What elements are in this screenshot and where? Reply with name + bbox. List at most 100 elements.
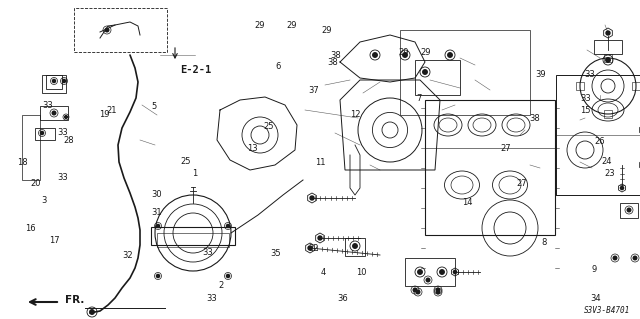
Text: 20: 20 xyxy=(30,179,40,188)
Text: 38: 38 xyxy=(328,58,338,67)
Circle shape xyxy=(227,225,230,227)
Bar xyxy=(400,30,530,115)
Bar xyxy=(405,258,455,286)
Circle shape xyxy=(40,131,44,135)
Text: 27: 27 xyxy=(500,144,511,153)
Text: 9: 9 xyxy=(591,265,596,274)
Text: 30: 30 xyxy=(152,190,162,199)
Text: 12: 12 xyxy=(350,110,360,119)
Bar xyxy=(151,227,235,245)
Circle shape xyxy=(227,274,230,278)
Bar xyxy=(604,54,612,62)
Text: 24: 24 xyxy=(602,157,612,166)
Text: 34: 34 xyxy=(590,294,600,303)
Circle shape xyxy=(413,288,417,292)
Bar xyxy=(46,75,62,89)
Text: 18: 18 xyxy=(17,158,28,167)
Bar xyxy=(22,115,40,180)
Text: 36: 36 xyxy=(337,294,348,303)
Text: 29: 29 xyxy=(321,26,332,35)
Text: 25: 25 xyxy=(180,157,191,166)
Text: 28: 28 xyxy=(63,136,74,145)
Circle shape xyxy=(633,256,637,260)
Circle shape xyxy=(418,270,422,274)
Circle shape xyxy=(65,116,67,118)
Circle shape xyxy=(436,290,440,294)
Bar xyxy=(604,110,612,118)
Text: 25: 25 xyxy=(264,122,274,130)
Circle shape xyxy=(63,79,65,83)
Text: 33: 33 xyxy=(206,294,216,303)
Bar xyxy=(40,106,68,120)
Text: 8: 8 xyxy=(541,238,547,247)
Text: 33: 33 xyxy=(43,101,53,110)
Text: 15: 15 xyxy=(580,106,591,115)
Circle shape xyxy=(627,208,631,212)
Text: 2: 2 xyxy=(218,281,223,290)
Bar xyxy=(425,100,555,235)
Circle shape xyxy=(308,246,312,250)
Text: 29: 29 xyxy=(286,21,296,30)
Text: 31: 31 xyxy=(152,208,162,217)
Circle shape xyxy=(423,70,428,74)
Circle shape xyxy=(440,270,444,274)
Circle shape xyxy=(52,111,56,115)
Circle shape xyxy=(403,53,407,57)
Text: 11: 11 xyxy=(315,158,325,167)
Text: 33: 33 xyxy=(585,70,595,79)
Circle shape xyxy=(310,196,314,200)
Text: 4: 4 xyxy=(321,268,326,277)
Circle shape xyxy=(353,244,357,248)
Text: 21: 21 xyxy=(107,106,117,115)
Circle shape xyxy=(613,256,617,260)
Circle shape xyxy=(426,278,430,282)
Text: 33: 33 xyxy=(58,173,68,182)
Bar xyxy=(632,82,640,90)
Text: 22: 22 xyxy=(308,244,319,253)
Circle shape xyxy=(156,274,159,278)
Text: 6: 6 xyxy=(276,63,281,71)
Text: 3: 3 xyxy=(41,197,46,205)
Bar xyxy=(35,128,55,140)
Text: 7: 7 xyxy=(417,94,422,103)
Text: 10: 10 xyxy=(356,268,367,277)
Bar xyxy=(594,40,622,54)
Circle shape xyxy=(416,290,420,294)
Text: 23: 23 xyxy=(604,169,614,178)
Text: E-2-1: E-2-1 xyxy=(180,65,211,75)
Bar xyxy=(345,238,365,256)
Bar xyxy=(556,75,640,195)
Text: 32: 32 xyxy=(123,251,133,260)
Text: 38: 38 xyxy=(529,114,540,122)
Text: FR.: FR. xyxy=(65,295,84,305)
Text: 16: 16 xyxy=(26,224,36,233)
Text: 29: 29 xyxy=(420,48,431,57)
Circle shape xyxy=(318,236,322,240)
Bar xyxy=(576,82,584,90)
Circle shape xyxy=(105,28,109,32)
Bar xyxy=(415,60,460,95)
Circle shape xyxy=(453,271,456,274)
Bar xyxy=(620,203,638,218)
Text: 33: 33 xyxy=(58,128,68,137)
Text: 29: 29 xyxy=(254,21,264,30)
Text: 26: 26 xyxy=(595,137,605,146)
Text: 35: 35 xyxy=(270,249,280,258)
Text: 5: 5 xyxy=(151,102,156,111)
Bar xyxy=(157,233,229,247)
Bar xyxy=(74,8,167,52)
Text: 37: 37 xyxy=(308,86,319,95)
Circle shape xyxy=(448,53,452,57)
Text: 13: 13 xyxy=(248,144,258,153)
Bar xyxy=(42,75,66,93)
Circle shape xyxy=(52,79,56,83)
Text: 17: 17 xyxy=(49,236,60,245)
Text: 33: 33 xyxy=(580,94,591,103)
Text: 33: 33 xyxy=(203,248,213,256)
Text: 19: 19 xyxy=(99,110,109,119)
Circle shape xyxy=(605,58,611,62)
Circle shape xyxy=(156,225,159,227)
Circle shape xyxy=(90,310,94,314)
Text: 27: 27 xyxy=(516,179,527,188)
Text: 29: 29 xyxy=(398,48,408,57)
